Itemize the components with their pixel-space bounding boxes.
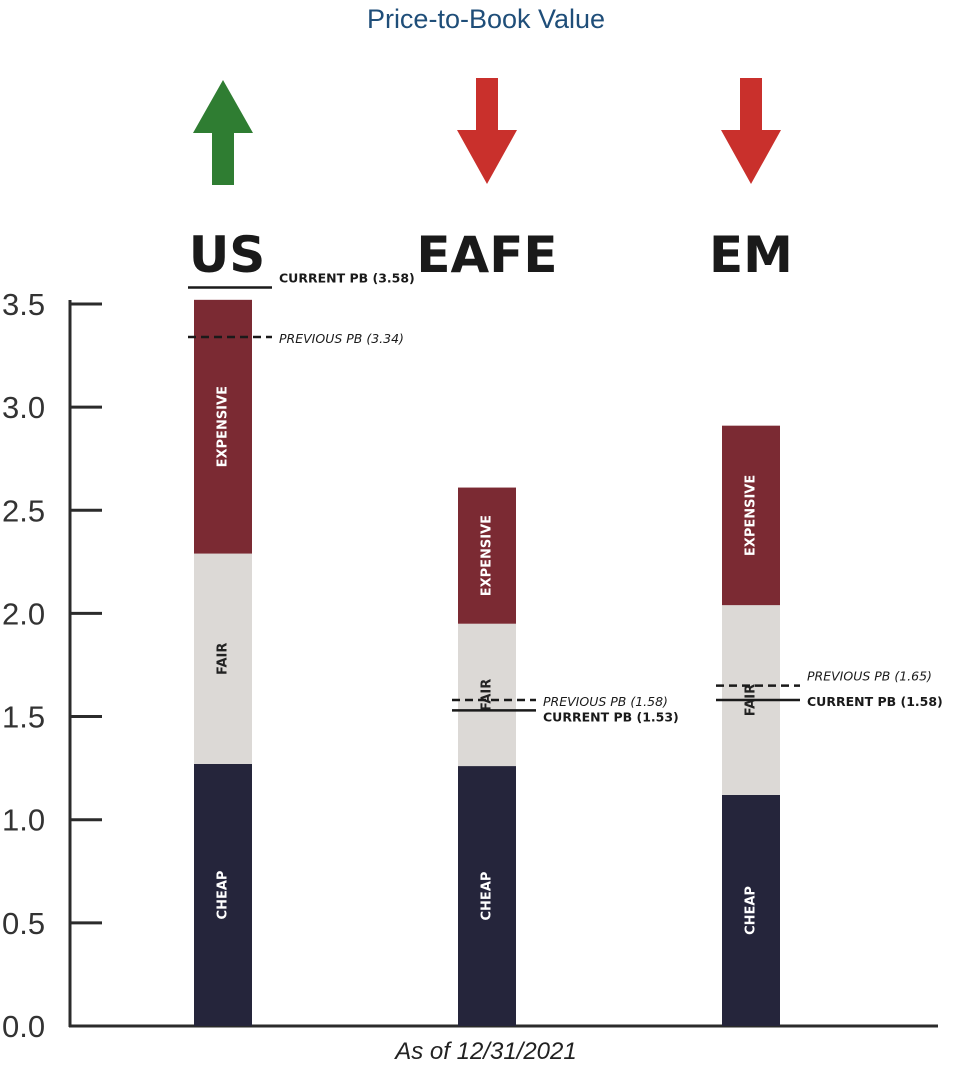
y-tick-label: 3.0 <box>2 390 45 425</box>
as-of-date: As of 12/31/2021 <box>395 1038 577 1065</box>
bar-segment-cheap <box>458 766 516 1026</box>
segment-label: CHEAP <box>216 871 231 920</box>
bar-segment-fair <box>458 623 516 767</box>
segment-label: FAIR <box>216 643 231 675</box>
bar-segment-fair <box>194 553 252 764</box>
current-pb-label: CURRENT PB (1.53) <box>543 709 679 724</box>
bar-segment-expensive <box>722 425 780 606</box>
y-tick-label: 1.0 <box>2 803 45 838</box>
segment-label: CHEAP <box>480 872 495 921</box>
category-label: EM <box>709 226 793 284</box>
y-tick-label: 3.5 <box>2 287 45 322</box>
segment-label: EXPENSIVE <box>744 475 759 556</box>
current-pb-label: CURRENT PB (1.58) <box>807 694 943 709</box>
category-label: EAFE <box>416 226 557 284</box>
up-arrow-icon <box>193 80 253 185</box>
down-arrow-icon <box>721 78 781 184</box>
previous-pb-label: PREVIOUS PB (1.65) <box>807 669 932 684</box>
current-pb-label: CURRENT PB (3.58) <box>279 270 415 285</box>
bar-segment-cheap <box>722 794 780 1026</box>
bar-segment-expensive <box>194 299 252 554</box>
bar-segment-expensive <box>458 487 516 624</box>
y-tick-label: 2.0 <box>2 596 45 631</box>
segment-label: CHEAP <box>744 886 759 935</box>
y-tick-label: 0.0 <box>2 1009 45 1044</box>
previous-pb-label: PREVIOUS PB (1.58) <box>543 694 668 709</box>
down-arrow-icon <box>457 78 517 184</box>
segment-label: EXPENSIVE <box>216 386 231 467</box>
bar-segment-cheap <box>194 763 252 1026</box>
y-tick-label: 2.5 <box>2 493 45 528</box>
y-tick-label: 0.5 <box>2 906 45 941</box>
y-tick-label: 1.5 <box>2 700 45 735</box>
segment-label: EXPENSIVE <box>480 515 495 596</box>
previous-pb-label: PREVIOUS PB (3.34) <box>279 331 404 346</box>
category-label: US <box>189 226 266 284</box>
chart-title: Price-to-Book Value <box>366 4 606 34</box>
segment-label: FAIR <box>480 679 495 711</box>
